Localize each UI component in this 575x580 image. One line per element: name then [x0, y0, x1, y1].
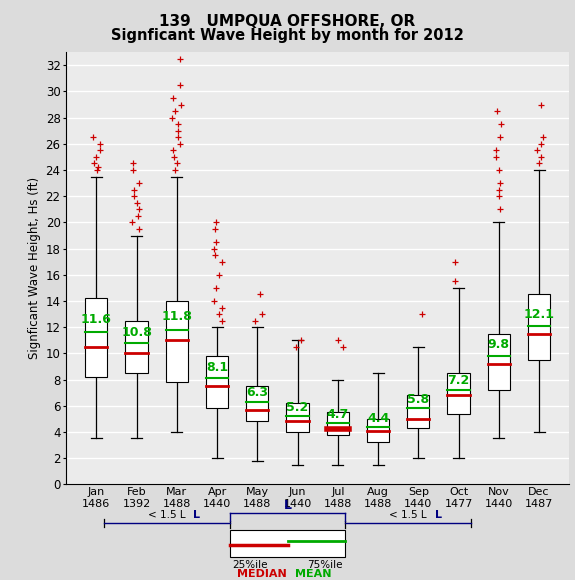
- Text: 75%ile: 75%ile: [308, 560, 343, 570]
- Text: 6.3: 6.3: [246, 386, 269, 399]
- Text: 5.2: 5.2: [286, 401, 309, 414]
- Text: MEDIAN: MEDIAN: [237, 570, 287, 579]
- Text: 12.1: 12.1: [524, 307, 554, 321]
- Text: 8.1: 8.1: [206, 361, 228, 374]
- Bar: [528, 295, 550, 360]
- Text: L: L: [435, 510, 442, 520]
- Text: 11.8: 11.8: [162, 310, 192, 323]
- Text: 10.8: 10.8: [121, 326, 152, 339]
- Bar: [125, 321, 148, 373]
- Bar: [488, 334, 510, 390]
- Text: L: L: [193, 510, 200, 520]
- Bar: [407, 395, 430, 428]
- Text: 5.8: 5.8: [407, 393, 430, 406]
- Text: 4.7: 4.7: [327, 408, 349, 421]
- Text: L: L: [283, 499, 292, 512]
- Bar: [447, 373, 470, 414]
- Bar: [206, 356, 228, 408]
- Bar: [327, 412, 349, 434]
- Bar: [286, 403, 309, 432]
- Text: 4.4: 4.4: [367, 412, 389, 425]
- Bar: [246, 386, 269, 422]
- Text: < 1.5 L: < 1.5 L: [389, 510, 427, 520]
- Text: Signficant Wave Height by month for 2012: Signficant Wave Height by month for 2012: [111, 28, 464, 43]
- Bar: [85, 298, 108, 377]
- Text: 7.2: 7.2: [447, 374, 470, 387]
- Y-axis label: Signficant Wave Height, Hs (ft): Signficant Wave Height, Hs (ft): [28, 177, 41, 360]
- Text: MEAN: MEAN: [295, 570, 331, 579]
- Text: < 1.5 L: < 1.5 L: [148, 510, 186, 520]
- Bar: [229, 530, 346, 557]
- Bar: [367, 419, 389, 443]
- Bar: [166, 301, 188, 382]
- Text: 25%ile: 25%ile: [232, 560, 267, 570]
- Text: 139   UMPQUA OFFSHORE, OR: 139 UMPQUA OFFSHORE, OR: [159, 14, 416, 30]
- Text: 11.6: 11.6: [81, 313, 112, 326]
- Text: 9.8: 9.8: [488, 339, 510, 351]
